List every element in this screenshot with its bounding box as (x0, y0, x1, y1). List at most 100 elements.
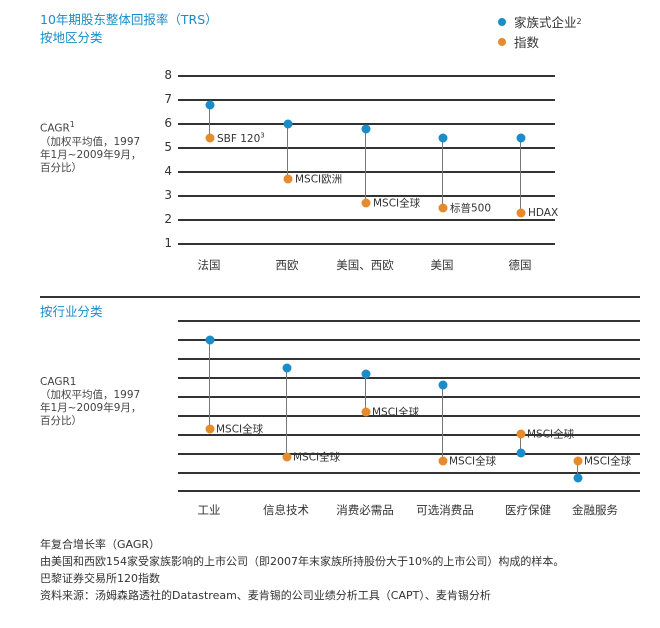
gridline (178, 339, 640, 341)
stem-line (442, 138, 443, 208)
index-label-text: HDAX (528, 206, 559, 219)
index-point (361, 198, 370, 208)
family-point (573, 473, 582, 483)
family-point (438, 380, 447, 390)
ylabel-line4: 百分比） (40, 161, 82, 174)
stem-line (442, 385, 443, 461)
footnote-2: 由美国和西欧154家受家族影响的上市公司（即2007年末家族所持股份大于10%的… (40, 555, 565, 568)
family-point (205, 335, 214, 345)
stem-line (577, 460, 578, 478)
x-category-label: 德国 (508, 258, 532, 272)
y-tick-label: 7 (164, 92, 172, 106)
gridline (178, 195, 555, 197)
stem-line (287, 124, 288, 180)
index-point (205, 133, 214, 143)
gridline (178, 415, 640, 417)
gridline (178, 147, 555, 149)
ylabel-line4: 百分比） (40, 415, 82, 427)
index-point (282, 452, 291, 462)
region-y-axis-label: CAGR1 （加权平均值，1997 年1月~2009年9月， 百分比） (40, 118, 141, 175)
x-category-label: 可选消费品 (416, 503, 474, 517)
index-label: MSCI全球 (373, 196, 420, 211)
blue-dot-icon (498, 17, 506, 26)
gridline (178, 99, 555, 101)
chart-title: 10年期股东整体回报率（TRS） (40, 12, 218, 27)
orange-dot-icon (498, 37, 506, 46)
index-point (205, 424, 214, 434)
index-label: MSCI欧洲 (295, 172, 342, 187)
gridline (178, 75, 555, 77)
ylabel-line2: （加权平均值，1997 (40, 135, 141, 148)
gridline (178, 320, 640, 322)
ylabel-line2: （加权平均值，1997 (40, 389, 141, 401)
x-category-label: 美国、西欧 (336, 258, 394, 272)
legend-family-label: 家族式企业 (514, 15, 577, 30)
footnote-4: 资料来源：汤姆森路透社的Datastream、麦肯锡的公司业绩分析工具（CAPT… (40, 589, 491, 602)
family-point (283, 119, 292, 129)
legend-family: 家族式企业 2 (498, 12, 582, 31)
y-tick-label: 2 (164, 212, 172, 226)
index-point (438, 456, 447, 466)
gridline (178, 243, 555, 245)
stem-line (520, 434, 521, 454)
y-tick-label: 8 (164, 68, 172, 82)
family-point (516, 133, 525, 143)
index-label-text: SBF 120 (217, 133, 261, 146)
ylabel-line1: CAGR1 (40, 376, 77, 388)
index-point (516, 208, 525, 218)
stem-line (209, 104, 210, 139)
legend-family-sup: 2 (576, 17, 582, 26)
x-category-label: 医疗保健 (505, 503, 551, 517)
footnotes: 年复合增长率（GAGR） 由美国和西欧154家受家族影响的上市公司（即2007年… (40, 536, 564, 604)
index-label-text: MSCI欧洲 (295, 173, 343, 186)
index-point (361, 407, 370, 417)
family-point (205, 100, 214, 110)
index-point (573, 456, 582, 466)
stem-line (365, 373, 366, 412)
gridline (178, 434, 640, 436)
stem-line (365, 128, 366, 204)
index-label-sup: 3 (260, 131, 265, 140)
y-tick-label: 3 (164, 188, 172, 202)
index-label-text: 标普500 (450, 202, 492, 215)
gridline (178, 377, 640, 379)
region-subtitle: 按地区分类 (40, 30, 103, 45)
index-point (438, 203, 447, 213)
family-point (438, 133, 447, 143)
x-category-label: 法国 (197, 258, 221, 272)
index-point (283, 174, 292, 184)
gridline (178, 171, 555, 173)
gridline (178, 358, 640, 360)
index-label: MSCI全球 (449, 455, 497, 468)
index-label: MSCI全球 (372, 406, 420, 419)
stem-line (286, 368, 287, 457)
y-tick-label: 1 (164, 236, 172, 250)
footnote-3: 巴黎证券交易所120指数 (40, 572, 160, 585)
x-category-label: 消费必需品 (336, 503, 394, 517)
stem-line (209, 339, 210, 429)
gridline (178, 123, 555, 125)
family-point (361, 124, 370, 134)
legend-index: 指数 (498, 32, 539, 51)
x-category-label: 金融服务 (572, 503, 618, 517)
ylabel-line1: CAGR (40, 122, 70, 135)
gridline (178, 453, 640, 455)
index-label: MSCI全球 (527, 428, 575, 441)
x-category-label: 西欧 (275, 258, 299, 272)
index-label: MSCI全球 (584, 455, 632, 468)
family-point (516, 448, 525, 458)
index-label: HDAX (528, 207, 558, 219)
index-label: MSCI全球 (216, 423, 264, 436)
ylabel-line3: 年1月~2009年9月， (40, 148, 142, 161)
y-tick-label: 4 (164, 164, 172, 178)
family-point (361, 369, 370, 379)
gridline (178, 219, 555, 221)
industry-subtitle: 按行业分类 (40, 304, 103, 319)
legend-index-label: 指数 (514, 35, 540, 50)
y-tick-label: 5 (164, 140, 172, 154)
y-tick-label: 6 (164, 116, 172, 130)
x-category-label: 信息技术 (263, 503, 309, 517)
gridline (178, 472, 640, 474)
industry-y-axis-label: CAGR1 （加权平均值，1997 年1月~2009年9月， 百分比） (40, 376, 141, 428)
ylabel-sup: 1 (69, 120, 75, 129)
